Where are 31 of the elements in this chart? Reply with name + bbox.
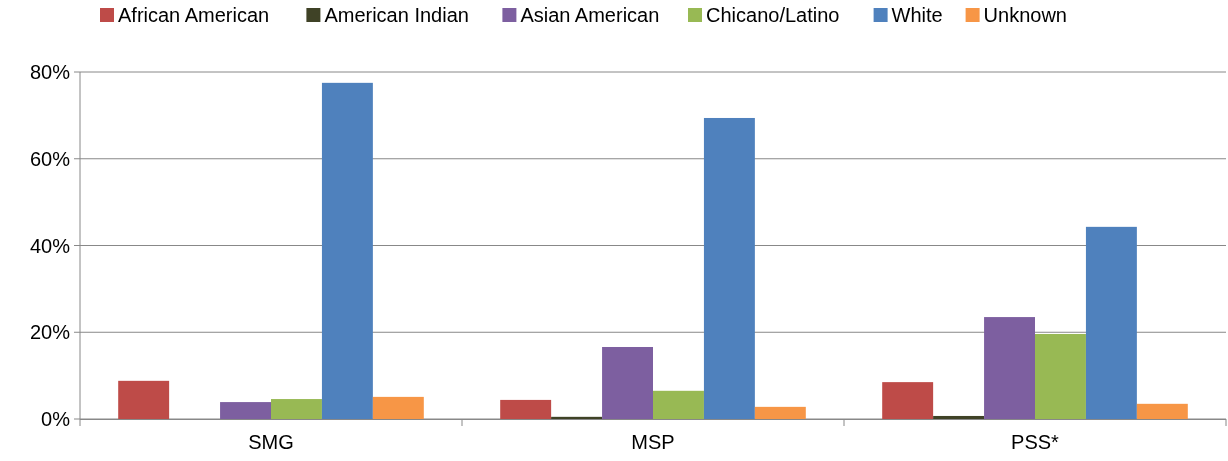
bar (118, 380, 170, 419)
x-tick-label: SMG (248, 431, 294, 453)
bar (372, 396, 424, 419)
bar (703, 117, 755, 419)
legend-label: American Indian (324, 4, 469, 26)
bar (1136, 403, 1188, 419)
legend-label: White (891, 4, 943, 26)
bar (933, 415, 985, 419)
bar (1035, 333, 1086, 419)
bar (220, 402, 271, 419)
bar (321, 82, 373, 419)
y-tick-label: 80% (29, 61, 71, 83)
x-tick-label: PSS* (1011, 431, 1060, 453)
bar (602, 347, 653, 419)
legend-label: African American (118, 4, 270, 26)
bar (754, 406, 806, 419)
y-tick-label: 60% (29, 147, 71, 170)
legend-label: Unknown (983, 4, 1067, 26)
bar (653, 390, 704, 419)
bar (1085, 226, 1137, 419)
bar (882, 382, 934, 419)
y-tick-label: 40% (29, 234, 71, 257)
bar (500, 399, 552, 419)
bar (551, 416, 603, 419)
bar (984, 317, 1035, 419)
x-tick-label: MSP (631, 431, 675, 453)
y-tick-label: 20% (29, 321, 71, 344)
y-tick-label: 0% (41, 408, 71, 430)
legend-label: Chicano/Latino (706, 4, 840, 26)
bar (271, 399, 322, 419)
legend-label: Asian American (520, 4, 660, 26)
